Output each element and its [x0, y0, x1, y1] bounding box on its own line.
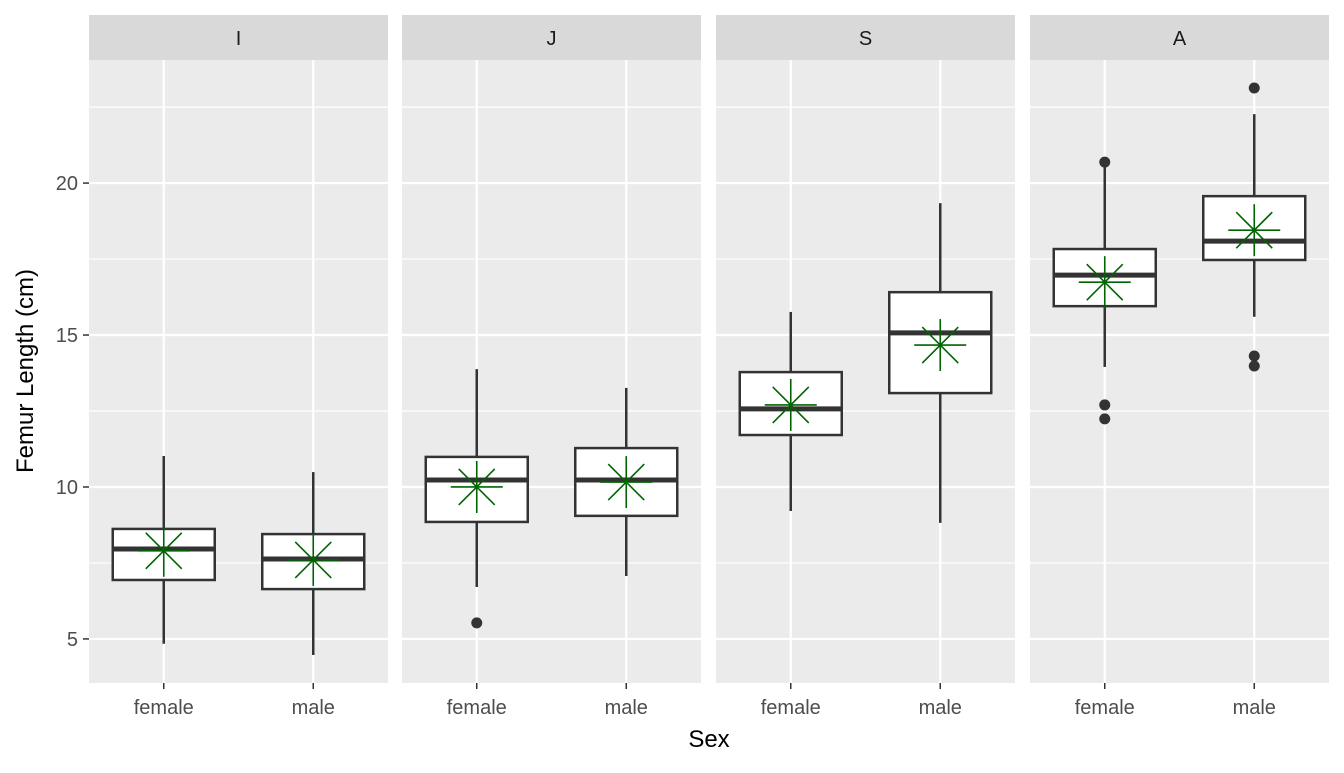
x-tick-label: male — [919, 697, 962, 719]
outlier-point — [1099, 156, 1111, 168]
box-female — [111, 455, 216, 644]
box-male — [1202, 82, 1307, 372]
mean-star-stroke — [294, 541, 332, 579]
box-female — [1052, 156, 1157, 425]
facet-label: S — [859, 28, 872, 50]
x-tick-label: female — [761, 697, 821, 719]
facet-label: A — [1173, 28, 1187, 50]
y-tick-label: 20 — [56, 173, 78, 195]
mean-marker — [600, 456, 653, 509]
panel-background — [1030, 60, 1329, 683]
panel-background — [402, 60, 701, 683]
mean-marker — [1078, 256, 1131, 309]
y-tick-label: 5 — [67, 629, 78, 651]
box-male — [888, 203, 993, 523]
mean-star-stroke — [607, 463, 645, 501]
facet-label: I — [236, 28, 242, 50]
outlier-point — [1099, 399, 1111, 411]
x-tick-label: male — [1233, 697, 1276, 719]
outlier-point — [1248, 360, 1260, 372]
x-tick-label: male — [292, 697, 335, 719]
y-tick-label: 15 — [56, 325, 78, 347]
facet-strip — [402, 15, 701, 60]
y-axis: 5 10 15 20 — [56, 173, 89, 651]
mean-marker — [914, 319, 967, 372]
x-tick-label: female — [1075, 697, 1135, 719]
facet-label: J — [547, 28, 557, 50]
mean-marker — [450, 460, 503, 513]
mean-marker — [1228, 204, 1281, 257]
mean-star-stroke — [921, 326, 959, 364]
outlier-point — [471, 617, 483, 629]
mean-marker — [137, 524, 190, 577]
mean-star-stroke — [772, 386, 810, 424]
box-male — [261, 472, 366, 656]
outlier-point — [1099, 413, 1111, 425]
x-tick-label: male — [605, 697, 648, 719]
facet-strip — [1030, 15, 1329, 60]
x-tick-label: female — [447, 697, 507, 719]
mean-star-stroke — [1086, 263, 1124, 301]
y-tick-label: 10 — [56, 477, 78, 499]
y-axis-title: Femur Length (cm) — [12, 269, 39, 473]
x-axis-title: Sex — [688, 726, 729, 753]
mean-star-stroke — [1235, 211, 1273, 249]
facet-strip — [89, 15, 388, 60]
facet-strip — [716, 15, 1015, 60]
outlier-point — [1248, 82, 1260, 94]
mean-marker — [287, 533, 340, 586]
box-male — [574, 387, 679, 577]
mean-star-stroke — [145, 532, 183, 570]
outlier-point — [1248, 350, 1260, 362]
x-tick-label: female — [134, 697, 194, 719]
box-female — [424, 369, 529, 629]
box-female — [738, 311, 843, 511]
mean-marker — [764, 378, 817, 431]
mean-star-stroke — [458, 468, 496, 506]
